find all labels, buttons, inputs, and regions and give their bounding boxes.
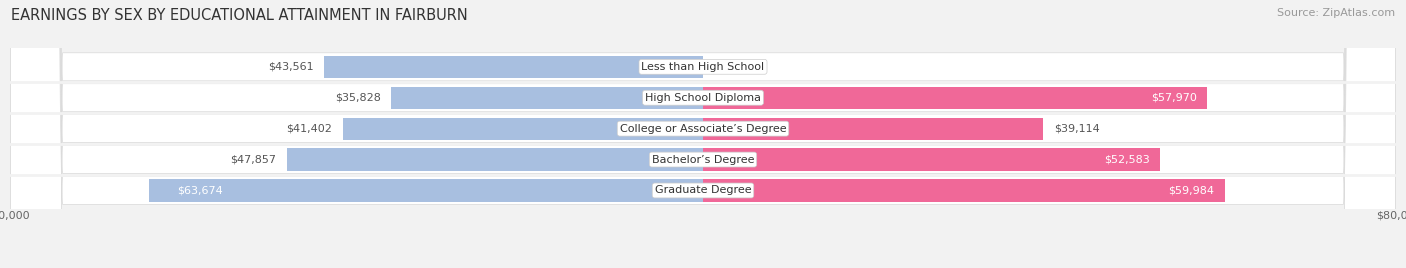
FancyBboxPatch shape [10, 0, 1396, 268]
Text: $43,561: $43,561 [269, 62, 314, 72]
Bar [391, 87, 703, 109]
Text: $63,674: $63,674 [177, 185, 222, 195]
FancyBboxPatch shape [10, 0, 1396, 268]
FancyBboxPatch shape [10, 0, 1396, 268]
Text: $57,970: $57,970 [1152, 93, 1197, 103]
Text: High School Diploma: High School Diploma [645, 93, 761, 103]
Text: $59,984: $59,984 [1168, 185, 1215, 195]
Text: $52,583: $52,583 [1104, 155, 1150, 165]
Bar [149, 179, 703, 202]
Text: $39,114: $39,114 [1053, 124, 1099, 134]
Text: Bachelor’s Degree: Bachelor’s Degree [652, 155, 754, 165]
Bar [703, 87, 1208, 109]
Text: $0: $0 [716, 62, 730, 72]
Text: Graduate Degree: Graduate Degree [655, 185, 751, 195]
Bar [287, 148, 703, 171]
Bar [703, 148, 1160, 171]
Bar [343, 117, 703, 140]
Text: Less than High School: Less than High School [641, 62, 765, 72]
Text: Source: ZipAtlas.com: Source: ZipAtlas.com [1277, 8, 1395, 18]
Text: $41,402: $41,402 [287, 124, 332, 134]
Text: $35,828: $35,828 [335, 93, 381, 103]
FancyBboxPatch shape [10, 0, 1396, 268]
Bar [703, 179, 1225, 202]
FancyBboxPatch shape [10, 0, 1396, 268]
Bar [703, 117, 1043, 140]
Text: College or Associate’s Degree: College or Associate’s Degree [620, 124, 786, 134]
Text: EARNINGS BY SEX BY EDUCATIONAL ATTAINMENT IN FAIRBURN: EARNINGS BY SEX BY EDUCATIONAL ATTAINMEN… [11, 8, 468, 23]
Text: $47,857: $47,857 [231, 155, 276, 165]
Bar [323, 56, 703, 78]
